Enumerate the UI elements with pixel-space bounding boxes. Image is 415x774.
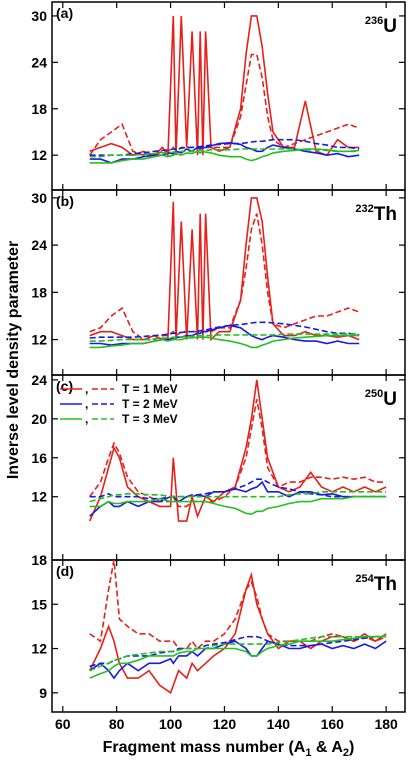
y-tick-label: 15 xyxy=(31,596,47,612)
series-line xyxy=(89,213,360,341)
y-tick-label: 12 xyxy=(31,489,47,505)
series-line xyxy=(89,334,360,349)
series-line xyxy=(89,635,387,668)
series-line xyxy=(89,333,360,342)
y-tick-label: 30 xyxy=(31,8,47,24)
y-tick-label: 12 xyxy=(31,147,47,163)
legend-label: T = 3 MeV xyxy=(122,412,178,426)
nucleus-mass: 250 xyxy=(365,388,383,400)
y-tick-label: 12 xyxy=(31,332,47,348)
x-axis-title-part: & A xyxy=(311,739,343,756)
y-tick-label: 30 xyxy=(31,190,47,206)
y-tick-label: 16 xyxy=(31,450,47,466)
y-tick-label: 18 xyxy=(31,101,47,117)
series-line xyxy=(88,571,387,695)
legend-separator: , xyxy=(85,382,88,396)
y-tick-label: 12 xyxy=(31,641,47,657)
x-tick-label: 60 xyxy=(55,716,71,732)
plot-frame xyxy=(51,374,406,561)
x-tick-label: 120 xyxy=(213,716,237,732)
series-line xyxy=(89,399,387,508)
panel-label: (c) xyxy=(56,378,73,394)
nucleus-symbol: U xyxy=(383,389,397,410)
x-axis-title: Fragment mass number (A1 & A2) xyxy=(103,739,355,759)
x-tick-label: 180 xyxy=(374,716,398,732)
y-tick-label: 24 xyxy=(31,372,47,388)
nucleus-mass: 236 xyxy=(365,15,383,27)
nucleus-label: 232Th xyxy=(355,203,397,225)
legend-separator: , xyxy=(85,412,88,426)
y-tick-label: 20 xyxy=(31,411,47,427)
nucleus-mass: 232 xyxy=(355,203,373,215)
panel-label: (a) xyxy=(56,5,73,21)
series-line xyxy=(89,148,360,164)
x-tick-label: 100 xyxy=(159,716,183,732)
legend-label: T = 1 MeV xyxy=(122,382,178,396)
nucleus-symbol: Th xyxy=(374,204,397,225)
nucleus-mass: 254 xyxy=(355,573,374,585)
legend-separator: , xyxy=(85,397,88,411)
x-tick-label: 140 xyxy=(267,716,291,732)
series-line xyxy=(89,138,360,156)
x-axis-title-subscript: 2 xyxy=(343,747,349,759)
plot-frame xyxy=(51,559,406,713)
series-line xyxy=(89,635,387,679)
series-line xyxy=(89,478,387,500)
series-line xyxy=(89,53,360,156)
series-line xyxy=(89,634,387,672)
y-axis-title: Inverse level density parameter xyxy=(5,241,22,479)
y-tick-label: 9 xyxy=(39,685,47,701)
x-tick-label: 80 xyxy=(109,716,125,732)
legend-label: T = 2 MeV xyxy=(122,397,178,411)
y-tick-label: 24 xyxy=(31,237,47,253)
series-line xyxy=(89,495,387,516)
panel-label: (d) xyxy=(56,563,74,579)
x-axis-title-part: Fragment mass number (A xyxy=(103,739,306,756)
nucleus-label: 254Th xyxy=(355,573,397,595)
x-tick-label: 160 xyxy=(321,716,345,732)
panel-label: (b) xyxy=(56,193,74,209)
series-line xyxy=(89,148,360,158)
x-axis-title-subscript: 1 xyxy=(305,747,311,759)
nucleus-symbol: U xyxy=(383,16,397,37)
series-line xyxy=(89,560,387,650)
x-axis-title-part: ) xyxy=(349,739,354,756)
nucleus-symbol: Th xyxy=(374,574,397,595)
y-tick-label: 24 xyxy=(31,54,47,70)
y-tick-label: 18 xyxy=(31,552,47,568)
nucleus-label: 250U xyxy=(365,388,397,410)
y-tick-label: 18 xyxy=(31,284,47,300)
series-line xyxy=(89,640,387,680)
series-line xyxy=(89,491,387,503)
nucleus-label: 236U xyxy=(365,15,397,37)
plot-frame xyxy=(51,1,406,191)
series-line xyxy=(89,197,360,342)
series-line xyxy=(89,321,360,339)
